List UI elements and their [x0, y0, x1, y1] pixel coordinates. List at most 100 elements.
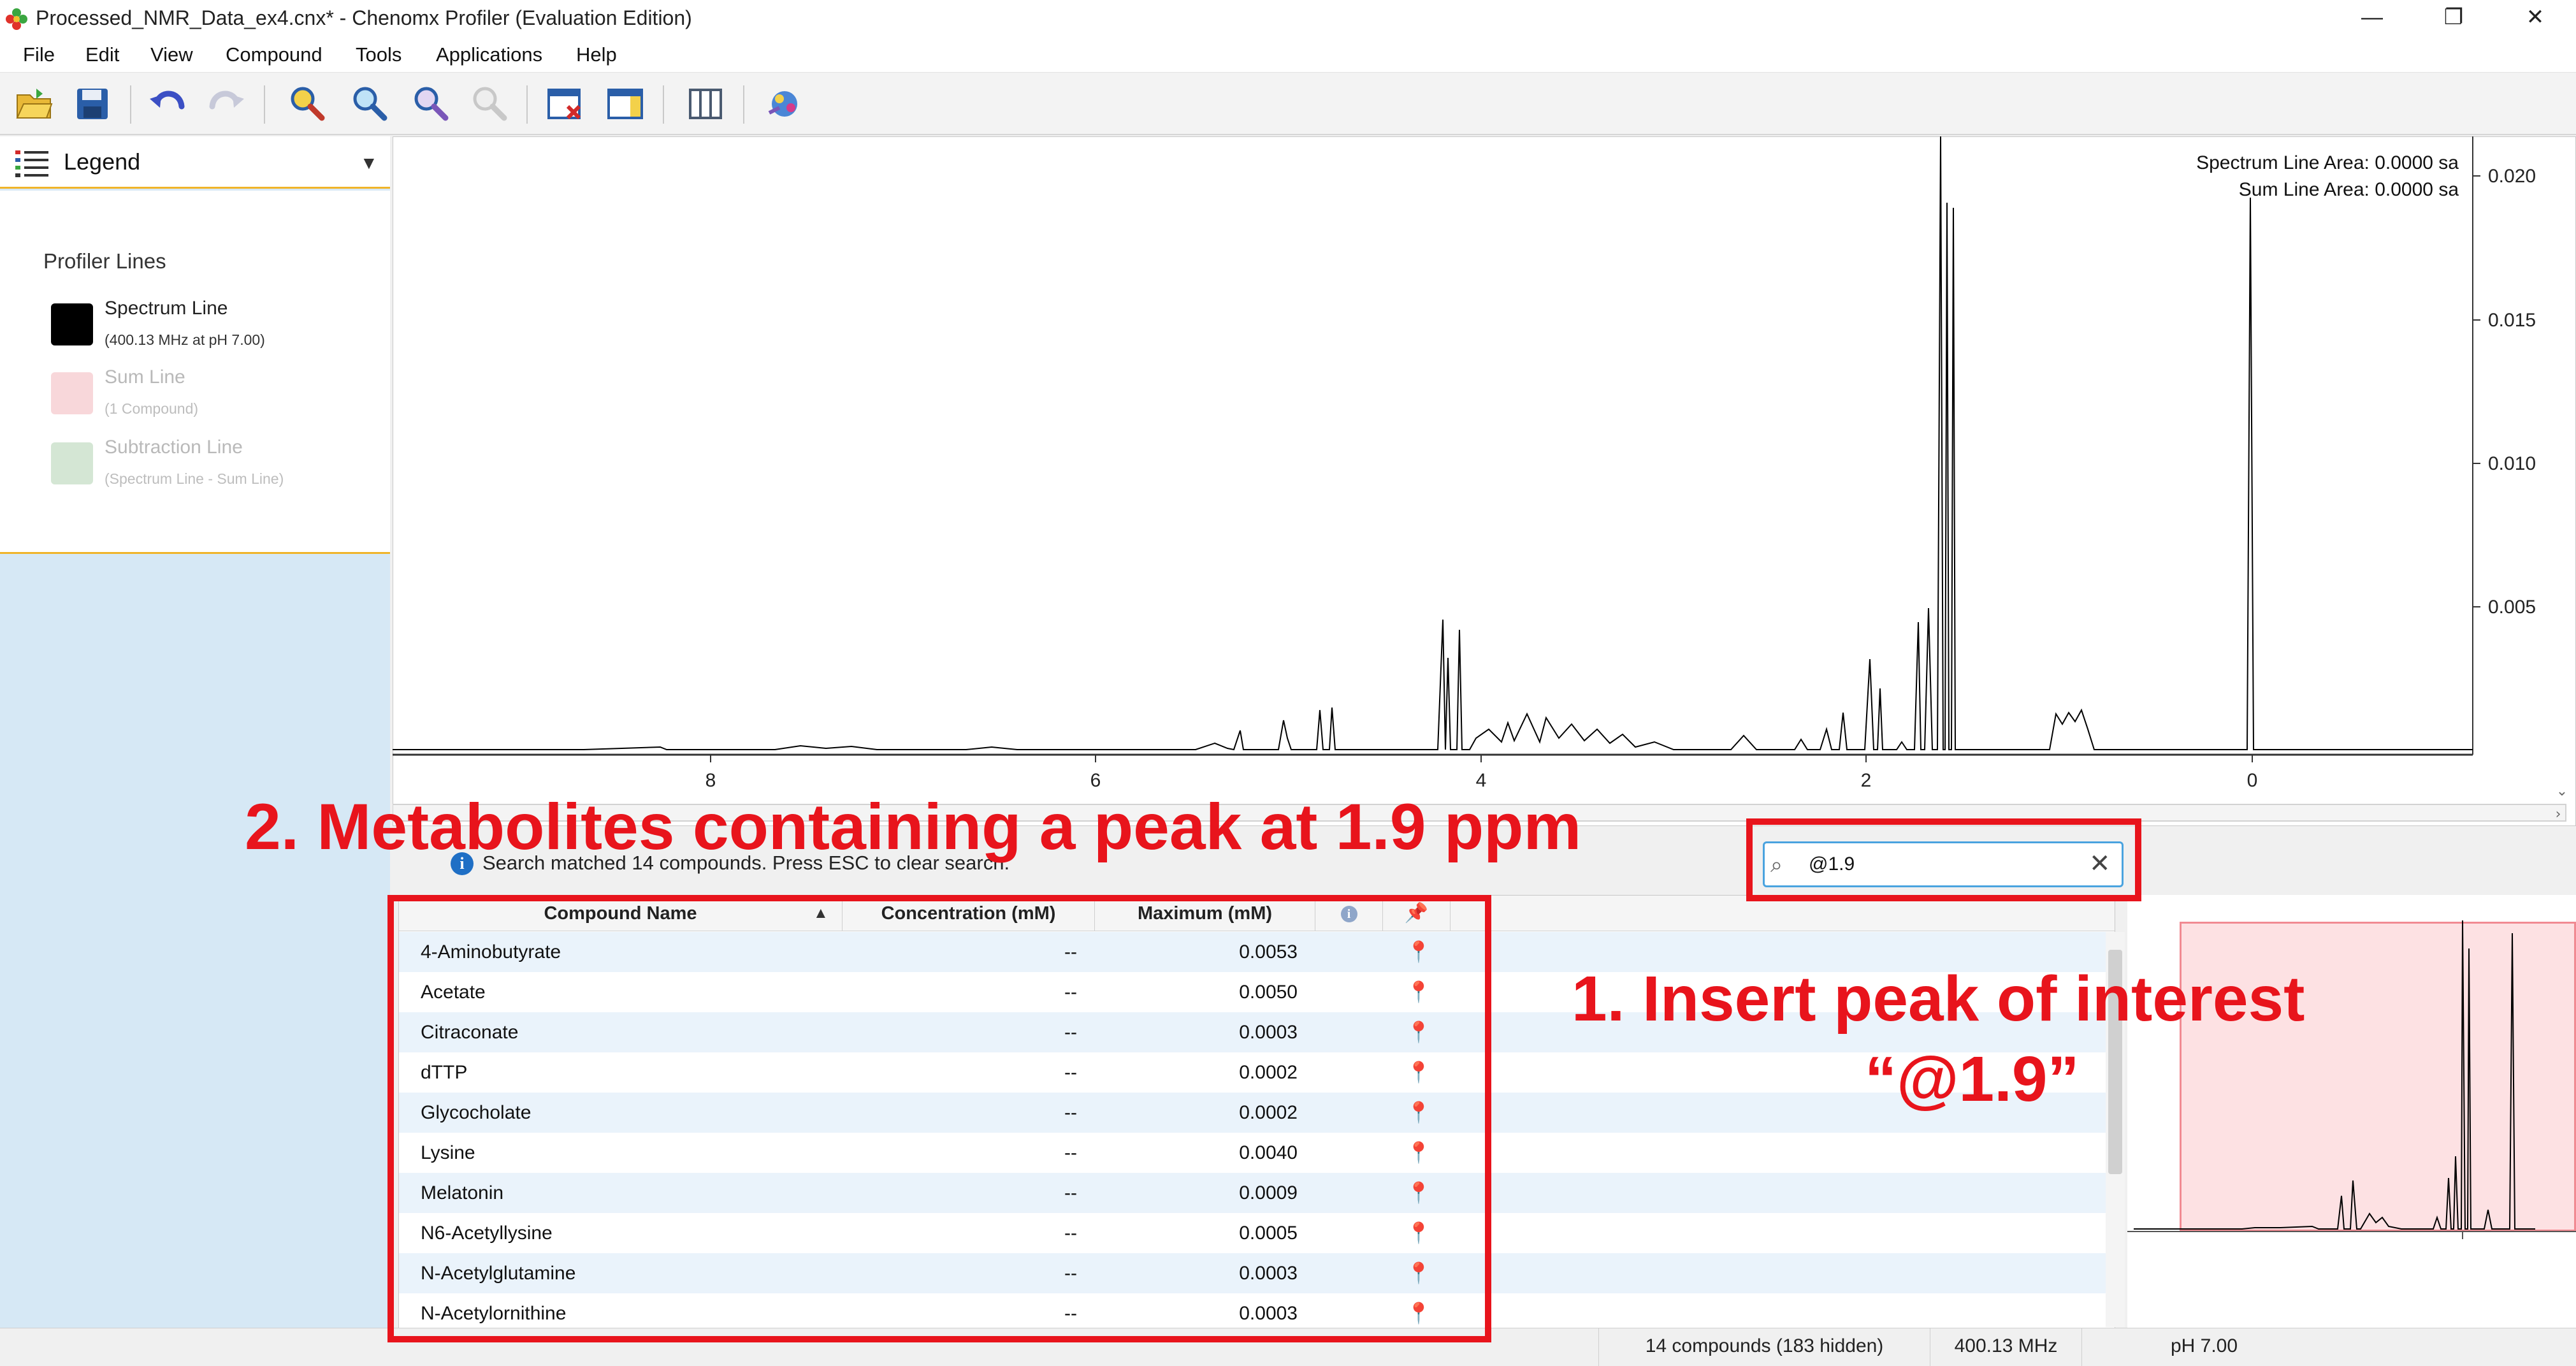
open-folder-icon[interactable] — [11, 83, 56, 125]
maximum-cell: 0.0005 — [1239, 1223, 1298, 1244]
menu-bar — [0, 36, 2576, 73]
pin-icon[interactable]: 📍 — [1406, 1101, 1431, 1124]
header-concentration-label: Concentration (mM) — [881, 903, 1056, 924]
column-header-maximum[interactable]: Maximum (mM) — [1095, 896, 1315, 931]
table-row[interactable] — [399, 1253, 2108, 1293]
scroll-right-icon: › — [2556, 806, 2561, 822]
table-row[interactable] — [399, 1012, 2108, 1052]
columns-icon[interactable] — [683, 83, 728, 125]
menu-file[interactable]: File — [23, 43, 55, 66]
pin-icon[interactable]: 📍 — [1406, 940, 1431, 963]
legend-header[interactable] — [0, 136, 390, 189]
annotation-step-1-line-2: “@1.9” — [1865, 1043, 2080, 1115]
x-tick-label: 4 — [1476, 770, 1487, 791]
save-icon[interactable] — [70, 83, 115, 125]
pin-icon[interactable]: 📍 — [1406, 980, 1431, 1003]
y-tick-label: 0.010 — [2488, 453, 2536, 474]
zoom-out-icon[interactable] — [408, 83, 452, 125]
x-tick-label: 6 — [1090, 770, 1101, 791]
minimize-button[interactable]: — — [2361, 5, 2383, 29]
annotation-box-results — [387, 895, 1491, 1342]
clear-search-icon[interactable]: ✕ — [2089, 850, 2111, 878]
toolbar-separator — [663, 85, 664, 124]
spectrum-plot[interactable]: 0.020 0.015 0.010 0.005 8 6 4 2 0 › ⌄ — [393, 136, 2576, 826]
menu-compound[interactable]: Compound — [226, 43, 322, 66]
redo-icon — [204, 83, 249, 125]
concentration-cell: -- — [1064, 1223, 1077, 1244]
status-frequency: 400.13 MHz — [1930, 1328, 2081, 1366]
concentration-cell: -- — [1064, 1022, 1077, 1043]
table-row[interactable] — [399, 1173, 2108, 1213]
search-input[interactable] — [1807, 848, 2075, 881]
legend-item-subtraction-line: Subtraction Line — [105, 437, 243, 458]
maximum-cell: 0.0009 — [1239, 1182, 1298, 1203]
spectrum-line — [393, 136, 2473, 751]
window-layout-icon[interactable] — [603, 83, 648, 125]
zoom-fit-icon[interactable] — [347, 83, 391, 125]
menu-applications[interactable]: Applications — [436, 43, 543, 66]
table-row[interactable] — [399, 1093, 2108, 1133]
pin-icon[interactable]: 📍 — [1406, 1141, 1431, 1164]
menu-view[interactable]: View — [150, 43, 193, 66]
pin-icon[interactable]: 📍 — [1406, 1261, 1431, 1284]
subtraction-line-swatch[interactable] — [51, 442, 93, 484]
annotation-step-1-line-1: 1. Insert peak of interest — [1572, 963, 2305, 1035]
column-header-pin[interactable]: 📌 — [1383, 896, 1451, 931]
table-row[interactable] — [399, 1213, 2108, 1253]
concentration-cell: -- — [1064, 1102, 1077, 1123]
menu-tools[interactable]: Tools — [356, 43, 402, 66]
chevron-down-icon[interactable]: ▼ — [360, 153, 378, 173]
pin-icon[interactable]: 📍 — [1406, 1181, 1431, 1204]
x-tick-label: 2 — [1861, 770, 1872, 791]
compound-name-cell: Acetate — [421, 982, 486, 1003]
pin-column-icon: 📌 — [1404, 903, 1429, 924]
column-header-compound-name[interactable]: Compound Name — [399, 896, 843, 931]
y-tick-label: 0.020 — [2488, 166, 2536, 187]
table-scroll-thumb[interactable] — [2108, 950, 2122, 1174]
table-row[interactable] — [399, 1293, 2108, 1333]
compound-name-cell: dTTP — [421, 1062, 468, 1083]
maximum-cell: 0.0002 — [1239, 1062, 1298, 1083]
pin-icon[interactable]: 📍 — [1406, 1302, 1431, 1325]
pin-icon[interactable]: 📍 — [1406, 1221, 1431, 1244]
spectrum-h-scrollbar — [393, 804, 2566, 822]
annotation-box-search — [1746, 818, 2141, 901]
table-row[interactable] — [399, 972, 2108, 1012]
x-tick-label: 8 — [706, 770, 716, 791]
table-row[interactable] — [399, 932, 2108, 972]
menu-edit[interactable]: Edit — [85, 43, 120, 66]
restore-button[interactable]: ❐ — [2443, 5, 2464, 29]
concentration-cell: -- — [1064, 1062, 1077, 1083]
compound-name-cell: Glycocholate — [421, 1102, 532, 1123]
annotation-step-2: 2. Metabolites containing a peak at 1.9 … — [245, 790, 1582, 863]
table-row[interactable] — [399, 1133, 2108, 1173]
window-remove-icon[interactable] — [543, 83, 588, 125]
search-status-text: Search matched 14 compounds. Press ESC t… — [482, 852, 1010, 874]
column-header-info[interactable]: i — [1315, 896, 1383, 931]
x-tick-label: 0 — [2247, 770, 2258, 791]
sum-line-swatch[interactable] — [51, 372, 93, 414]
network-icon[interactable] — [762, 83, 807, 125]
table-row[interactable] — [399, 1052, 2108, 1093]
legend-item-spectrum-line: Spectrum Line — [105, 298, 228, 319]
concentration-cell: -- — [1064, 1303, 1077, 1324]
status-ph: pH 7.00 — [2081, 1328, 2326, 1366]
undo-icon[interactable] — [145, 83, 190, 125]
title-bar — [0, 0, 2576, 36]
spectrum-view[interactable] — [393, 136, 2576, 826]
overview-view-window[interactable] — [2180, 922, 2576, 1232]
info-icon: i — [451, 852, 474, 875]
status-compounds: 14 compounds (183 hidden) — [1598, 1328, 1930, 1366]
overview-trace — [2127, 920, 2576, 1239]
column-header-concentration[interactable]: Concentration (mM) — [843, 896, 1095, 931]
concentration-cell: -- — [1064, 1263, 1077, 1284]
spectrum-line-swatch[interactable] — [51, 303, 93, 345]
zoom-in-icon[interactable] — [284, 83, 329, 125]
pin-icon[interactable]: 📍 — [1406, 1061, 1431, 1084]
menu-help[interactable]: Help — [576, 43, 617, 66]
maximum-cell: 0.0003 — [1239, 1263, 1298, 1284]
info-column-icon: i — [1340, 906, 1357, 923]
close-window-button[interactable]: ✕ — [2526, 5, 2545, 29]
window-title: Processed_NMR_Data_ex4.cnx* - Chenomx Pr… — [36, 6, 692, 29]
pin-icon[interactable]: 📍 — [1406, 1021, 1431, 1043]
